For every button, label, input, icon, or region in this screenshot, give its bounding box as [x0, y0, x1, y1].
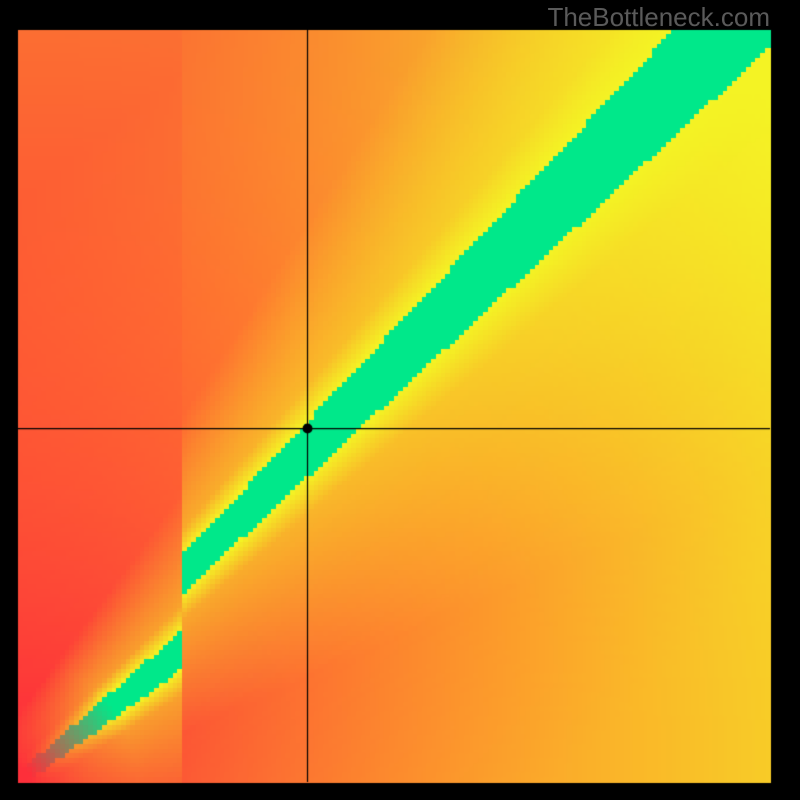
chart-container: TheBottleneck.com — [0, 0, 800, 800]
bottleneck-heatmap — [0, 0, 800, 800]
watermark-text: TheBottleneck.com — [547, 2, 770, 33]
